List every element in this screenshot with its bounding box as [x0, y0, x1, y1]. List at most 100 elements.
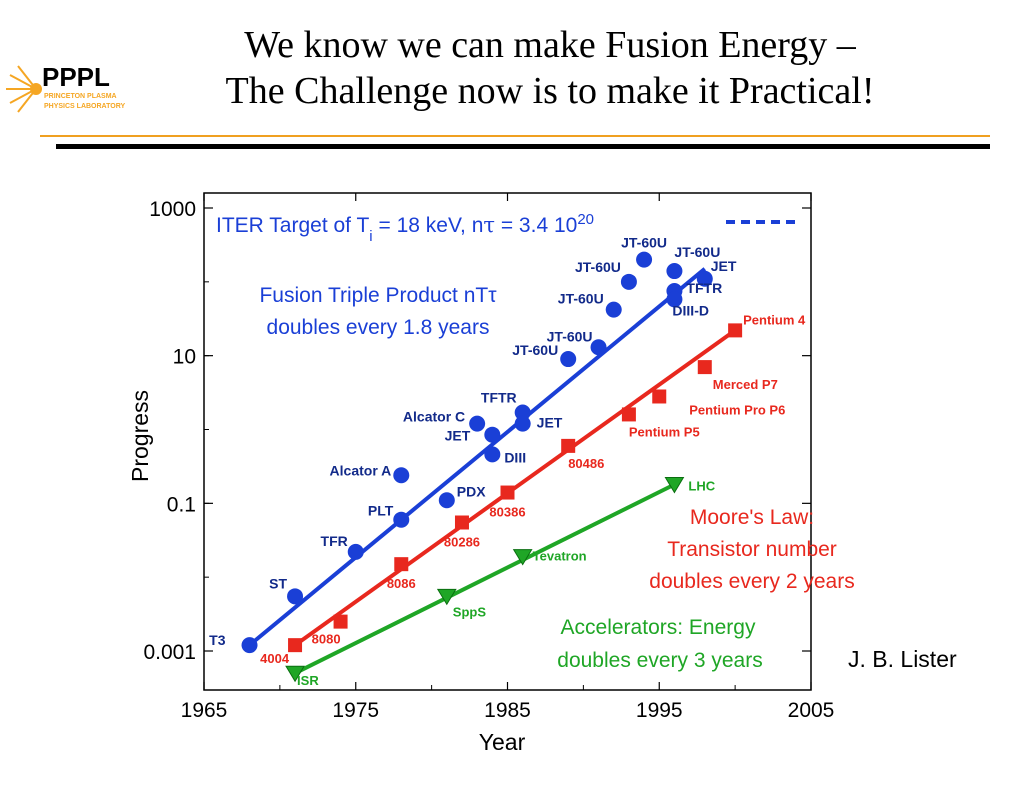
x-tick-label: 1995 [636, 699, 683, 722]
data-point [621, 407, 636, 422]
data-point [484, 446, 501, 463]
point-label: JET [537, 415, 563, 431]
data-point [436, 588, 457, 606]
point-label: 80486 [568, 456, 604, 471]
point-label: Merced P7 [713, 377, 778, 392]
x-tick-label: 2005 [788, 699, 835, 722]
data-point [333, 614, 348, 629]
data-point [393, 511, 410, 528]
x-tick-label: 1975 [332, 699, 379, 722]
fusion-annotation-line-1: Fusion Triple Product nTτ [259, 284, 497, 307]
data-point [620, 273, 637, 290]
data-point [664, 476, 685, 494]
point-label: SppS [453, 604, 487, 619]
data-point [561, 438, 576, 453]
data-point [514, 404, 531, 421]
point-label: JT-60U [621, 235, 667, 251]
y-tick-label: 0.1 [167, 493, 196, 516]
data-point [469, 415, 486, 432]
point-label: JT-60U [558, 291, 604, 307]
data-point [666, 291, 683, 308]
pppl-logo: PPPL PRINCETON PLASMA PHYSICS LABORATORY [6, 62, 125, 113]
point-label: Alcator A [330, 462, 392, 478]
y-axis-label: Progress [127, 390, 153, 482]
point-labels: T3 ST TFR PLT Alcator A PDX Alcator C JET DIII TF… [209, 235, 806, 689]
fusion-annotation-line-2: doubles every 1.8 years [267, 316, 490, 339]
point-label: JET [711, 258, 737, 274]
point-label: JT-60U [512, 342, 558, 358]
axes: 1965 1975 1985 1995 2005 0.001 0.1 10 1000 [143, 193, 834, 722]
point-label: DIII-D [672, 302, 709, 318]
iter-target-tau: τ [483, 213, 495, 237]
data-point [590, 339, 607, 356]
point-label: TFR [321, 533, 348, 549]
data-point [484, 426, 501, 443]
iter-target-prefix: ITER Target of T [216, 214, 369, 237]
x-tick-label: 1965 [181, 699, 228, 722]
series-accelerators [285, 476, 685, 683]
series-layer [241, 251, 743, 683]
point-label: 80386 [489, 505, 525, 520]
point-label: Alcator C [403, 409, 465, 425]
data-point [514, 415, 531, 432]
point-label: 4004 [260, 651, 290, 666]
data-point [696, 270, 713, 287]
point-label: LHC [688, 478, 715, 493]
moore-annotation-line-1: Moore's Law: [690, 506, 814, 529]
data-point [347, 543, 364, 560]
y-tick-label: 1000 [149, 198, 196, 221]
series-fusion [241, 251, 713, 654]
y-tick-label: 0.001 [143, 641, 196, 664]
data-point [288, 638, 303, 653]
point-label: ISR [297, 673, 319, 688]
credit-text: J. B. Lister [848, 646, 957, 672]
point-label: JT-60U [674, 244, 720, 260]
slide-title: We know we can make Fusion Energy – The … [140, 22, 960, 114]
iter-target-label: ITER Target of Ti = 18 keV, nτ = 3.4 102… [216, 211, 594, 245]
logo-text: PPPL [42, 62, 110, 92]
accel-annotation-line-2: doubles every 3 years [557, 649, 762, 672]
data-point [241, 637, 258, 654]
data-point [697, 360, 712, 375]
point-label: Tevatron [533, 549, 587, 564]
data-point [728, 323, 743, 338]
data-point [605, 301, 622, 318]
data-point [438, 492, 455, 509]
series-moore [288, 323, 743, 653]
data-point [394, 557, 409, 572]
point-label: JET [445, 428, 471, 444]
point-label: ST [269, 575, 287, 591]
moore-annotation-line-2: Transistor number [667, 538, 837, 561]
point-label: Pentium 4 [743, 312, 806, 327]
accelerators-trend-line [294, 482, 676, 676]
point-label: JT-60U [547, 328, 593, 344]
fusion-trend-line [248, 267, 707, 647]
data-point [560, 351, 577, 368]
data-point [454, 515, 469, 530]
point-label: Pentium Pro P6 [689, 402, 785, 417]
data-point [652, 389, 667, 404]
slide-title-line-2: The Challenge now is to make it Practica… [225, 70, 875, 112]
title-rule-orange [40, 135, 990, 137]
point-label: T3 [209, 632, 226, 648]
point-label: JT-60U [575, 259, 621, 275]
iter-target-sup: 20 [577, 211, 594, 228]
iter-target-sub: i [369, 228, 372, 245]
iter-target-eq: = 3.4 10 [495, 214, 577, 237]
slide-title-line-1: We know we can make Fusion Energy – [244, 24, 856, 66]
data-point [285, 665, 305, 683]
x-tick-label: 1985 [484, 699, 531, 722]
x-axis-label: Year [479, 729, 526, 755]
data-point [636, 251, 653, 268]
data-point [666, 263, 683, 280]
point-label: TFTR [686, 280, 722, 296]
moore-trend-line [293, 328, 737, 647]
logo-subtext-1: PRINCETON PLASMA [44, 93, 117, 100]
data-point [512, 549, 533, 566]
sunburst-icon [6, 65, 42, 113]
point-label: 8086 [387, 576, 416, 591]
y-tick-label: 10 [173, 346, 196, 369]
data-point [393, 467, 410, 484]
point-label: PDX [457, 483, 486, 499]
